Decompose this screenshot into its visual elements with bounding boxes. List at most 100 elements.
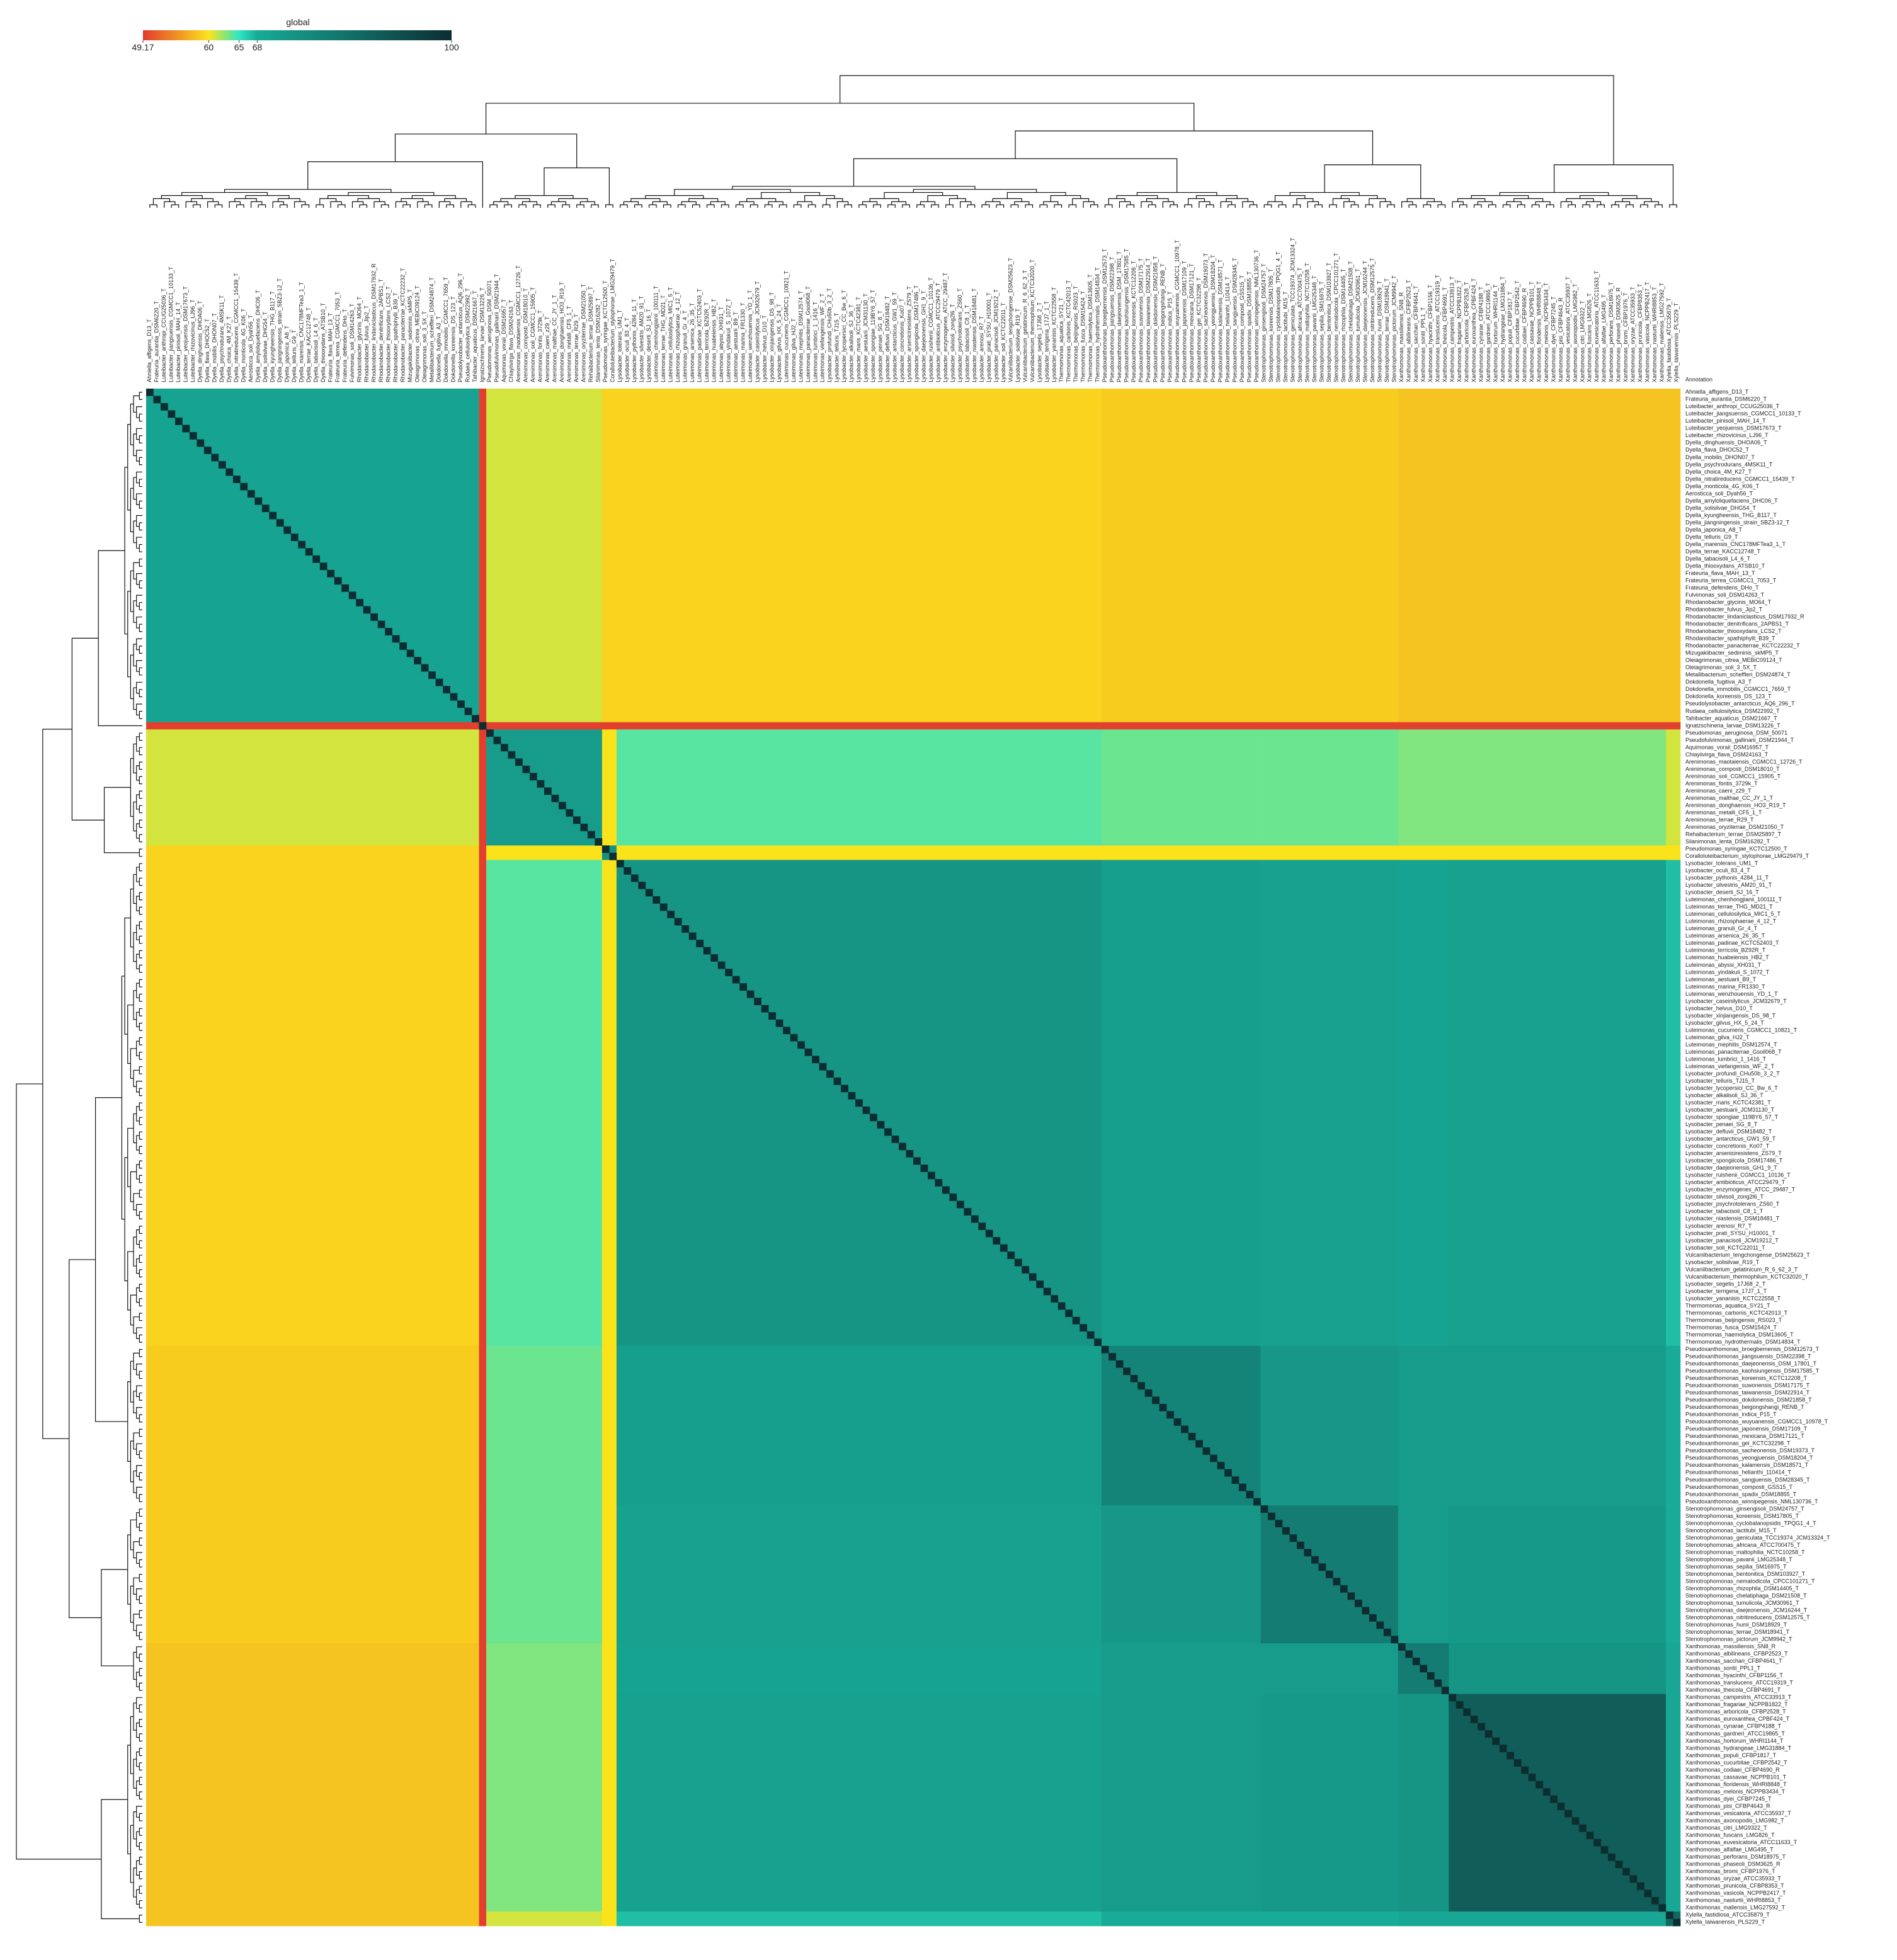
row-label: Rhodanobacter_thiooxydans_LCS2_T [1685,628,1782,634]
row-label: Pseudoxanthomonas_koreensis_KCTC12208_T [1685,1375,1808,1381]
column-label: Pseudoxanthomonas_suwonensis_DSM17175_T [1137,258,1144,382]
row-label: Lysobacter_deserti_SJ_16_T [1685,889,1759,896]
heatmap-block [1449,729,1666,846]
row-label: Stenotrophomonas_terrae_DSM18941_T [1685,1629,1790,1635]
diagonal-cell [1644,1889,1652,1898]
row-label: Arenimonas_maotaiensis_CGMCC1_12726_T [1685,758,1803,765]
dendrogram-link [139,1428,142,1437]
dendrogram-link [130,1825,134,1883]
heatmap-block [1101,1694,1261,1912]
row-label: Lysobacter_panacisoli_JCM19212_T [1685,1237,1779,1243]
diagonal-cell [1542,1788,1551,1796]
diagonal-cell [1434,1679,1442,1687]
row-label: Luteimonas_marina_FR1330_T [1685,983,1765,989]
column-label: Pseudofulvimonas_gallinarii_DSM21944_T [494,273,500,382]
diagonal-cell [530,773,537,781]
row-label: Frateuria_defendens_DHo_T [1685,584,1759,591]
row-label: Luteimonas_cellulosilytica_MIC1_5_T [1685,911,1781,917]
dendrogram-link [1329,204,1337,208]
dendrogram-link [136,1697,142,1709]
dendrogram-link [706,204,715,208]
diagonal-cell [1658,1904,1666,1912]
dendrogram-link [139,848,142,857]
dendrogram-link [139,602,142,610]
diagonal-cell [385,627,392,635]
column-label: Xanthomonas_sontii_PPL1_T [1420,307,1426,382]
dendrogram-link [402,204,411,208]
dendrogram-link [136,1512,140,1528]
row-label: Lysobacter_spongiae_119BY6_57_T [1685,1114,1779,1120]
row-label: Xanthomonas_vesicatoria_ATCC35937_T [1685,1810,1791,1816]
dendrogram-link [136,471,142,484]
dendrogram-link [139,624,142,632]
dendrogram-link [214,204,223,208]
dendrogram-link [1459,204,1467,208]
dendrogram-link [328,195,369,199]
row-label: Pseudolysobacter_antarcticus_AQ6_296_T [1685,700,1795,707]
diagonal-cell [464,707,472,715]
column-label: Lysobacter_aestuarii_JCM31130_T [863,293,869,382]
diagonal-cell [601,845,610,853]
heatmap-block [486,1643,603,1694]
dendrogram-link [630,198,661,202]
row-label: Rhodanobacter_spathiphylli_B39_T [1685,635,1775,642]
column-label: Xanthomonas_cassavae_NCPPB101_T [1529,281,1535,382]
heatmap-block [479,1505,487,1644]
diagonal-cell [414,657,421,664]
dendrogram-link [136,1486,142,1499]
row-label: Thermomonas_aquatica_SY21_T [1685,1302,1770,1309]
diagonal-cell [1115,1360,1124,1368]
row-label: Dyella_choica_4M_K27_T [1685,469,1752,475]
dendrogram-link [1387,204,1395,208]
dendrogram-link [732,186,976,190]
diagonal-cell [848,1091,856,1100]
column-label: Lysobacter_niastensis_DSM18481_T [971,288,977,382]
dendrogram-link [562,204,570,208]
diagonal-cell [211,453,219,462]
diagonal-cell [1651,1896,1659,1905]
column-label: Pseudoxanthomonas_daejeonensis_DSM_17801… [1116,251,1122,382]
row-label: Xanthomonas_fragariae_NCPPB1822_T [1685,1701,1788,1707]
dendrogram-link [1427,201,1442,205]
column-label: Dyella_psychrodurans_4MSK11_T [219,295,225,382]
column-label: Pseudoxanthomonas_jiangsuensis_DSM22398_… [1108,256,1115,382]
heatmap-block [601,722,617,730]
dendrogram-link [1054,204,1062,208]
heatmap-block [146,1911,479,1927]
column-label: Ahniella_affigens_D13_T [146,319,152,382]
dendrogram-link [139,776,142,785]
row-label: Lysobacter_prati_SYSU_H10001_T [1685,1230,1775,1236]
diagonal-cell [1231,1476,1239,1484]
dendrogram-link [139,993,142,1002]
dendrogram-link [1452,201,1464,208]
dendrogram-link [139,1762,142,1771]
dendrogram-link [139,1008,142,1017]
dendrogram-link [1324,164,1421,199]
diagonal-cell [486,729,494,737]
dendrogram-link [139,1255,142,1263]
column-label: Lysobacter_daejeonensis_GH1_9_T [921,290,927,382]
dendrogram-link [136,1040,140,1056]
dendrogram-link [1582,204,1590,208]
colorbar-tick-label: 68 [253,42,263,52]
heatmap-block [1398,845,1449,860]
row-label: Dyella_monticola_4G_K06_T [1685,483,1760,489]
dendrogram-link [133,433,137,457]
diagonal-cell [1051,1295,1059,1303]
dendrogram-link [1379,201,1391,208]
column-label: Lysobacter_lycopersici_CC_Bw_6_T [841,290,847,382]
diagonal-cell [1405,1650,1413,1658]
dendrogram-link [1406,198,1435,202]
row-label: Stenotrophomonas_nematodicola_CPCC101271… [1685,1578,1815,1584]
column-label: Pseudoxanthomonas_taiwanensis_DSM22914_T [1145,258,1151,382]
dendrogram-link [373,201,385,208]
diagonal-cell [667,911,675,918]
dendrogram-link [136,1781,140,1796]
row-label: Rhodanobacter_glycinis_MO64_T [1685,599,1772,605]
dendrogram-link [1655,204,1663,208]
dendrogram-link [133,1651,137,1680]
dendrogram-link [136,1672,140,1687]
dendrogram-link [136,1465,142,1477]
column-label: Luteimonas_rhizosphaerae_4_12_T [675,291,681,382]
row-label: Luteimonas_huabeiensis_HB2_T [1685,954,1769,960]
